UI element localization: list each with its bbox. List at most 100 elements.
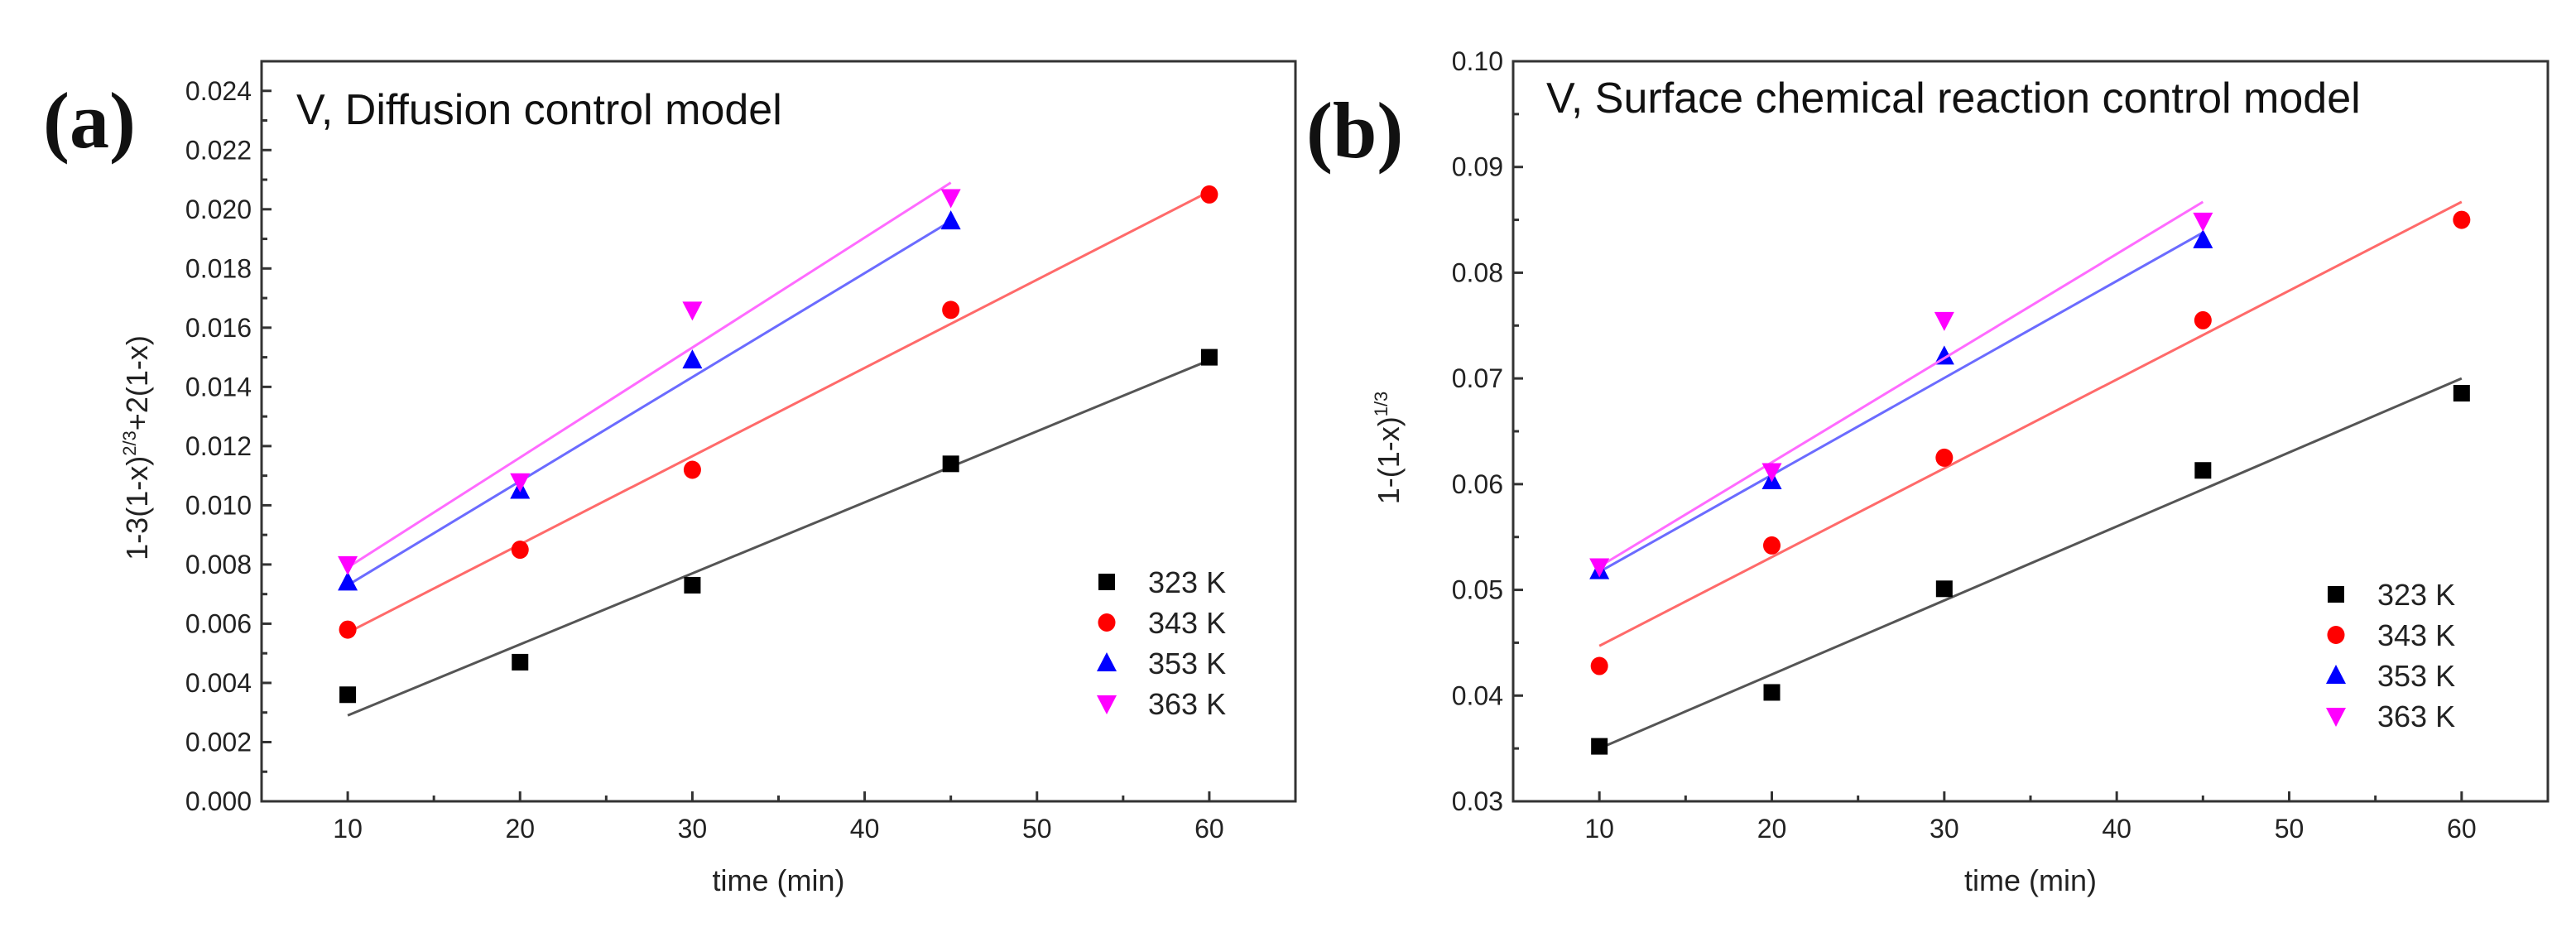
marker-triangle-down xyxy=(1589,558,1610,578)
y-axis-label-sup: 2/3 xyxy=(119,430,140,456)
y-tick-label: 0.10 xyxy=(1452,46,1503,76)
legend-marker xyxy=(2326,665,2346,684)
y-tick-label: 0.07 xyxy=(1452,363,1503,393)
x-tick-label: 60 xyxy=(1194,814,1224,844)
y-axis-label-main: 1-(1-x) xyxy=(1372,416,1406,504)
series-323k xyxy=(339,349,1218,717)
marker-circle xyxy=(2453,210,2471,229)
x-tick-label: 60 xyxy=(2447,814,2477,844)
fit-line xyxy=(347,219,952,587)
y-tick-label: 0.05 xyxy=(1452,575,1503,605)
marker-triangle-down xyxy=(940,189,961,209)
x-tick-label: 30 xyxy=(678,814,708,844)
marker-circle xyxy=(1763,536,1781,555)
y-axis-label: 1-3(1-x)2/3+2(1-x) xyxy=(119,335,154,560)
marker-square xyxy=(2194,462,2212,479)
y-tick-label: 0.09 xyxy=(1452,152,1503,182)
marker-triangle-up xyxy=(2193,228,2213,248)
fit-line xyxy=(1598,377,2463,750)
legend-label: 353 K xyxy=(2377,659,2455,693)
marker-square xyxy=(339,686,357,704)
legend-label: 343 K xyxy=(2377,618,2455,652)
legend-marker xyxy=(1098,613,1116,632)
marker-circle xyxy=(683,460,701,479)
y-tick-label: 0.008 xyxy=(185,550,252,579)
x-tick-label: 30 xyxy=(1930,814,1959,844)
chart-title: V, Surface chemical reaction control mod… xyxy=(1546,75,2361,123)
legend-label: 363 K xyxy=(2377,699,2455,733)
marker-triangle-down xyxy=(682,301,703,321)
marker-triangle-up xyxy=(940,210,961,230)
fit-line xyxy=(347,190,1210,634)
y-tick-label: 0.014 xyxy=(185,372,252,401)
marker-circle xyxy=(1935,448,1954,467)
legend-label: 323 K xyxy=(2377,578,2455,612)
marker-square xyxy=(2453,385,2470,402)
marker-square xyxy=(1591,738,1608,755)
y-tick-label: 0.018 xyxy=(185,253,252,283)
legend-label: 323 K xyxy=(1148,565,1226,599)
marker-triangle-up xyxy=(682,349,703,369)
legend-marker xyxy=(2327,626,2345,644)
marker-square xyxy=(1935,580,1953,598)
y-tick-label: 0.06 xyxy=(1452,469,1503,499)
legend-marker xyxy=(1097,652,1117,671)
series-343k xyxy=(1590,200,2471,675)
panel-label: (b) xyxy=(1306,86,1403,175)
legend-marker xyxy=(1098,574,1115,590)
series-343k xyxy=(339,185,1218,639)
fit-line xyxy=(1598,231,2204,574)
x-tick-label: 50 xyxy=(1022,814,1052,844)
y-axis-label-main: 1-3(1-x) xyxy=(120,456,154,560)
x-tick-label: 20 xyxy=(1757,814,1787,844)
marker-triangle-down xyxy=(1934,311,1954,331)
legend-marker xyxy=(2326,708,2346,727)
x-tick-label: 50 xyxy=(2275,814,2304,844)
x-tick-label: 20 xyxy=(505,814,535,844)
x-tick-label: 10 xyxy=(333,814,363,844)
y-tick-label: 0.002 xyxy=(185,727,252,757)
marker-circle xyxy=(511,541,529,560)
panel-b: 10 20 30 40 50 60 0.03 0.04 0.05 0.06 0.07 0.08 0.09… xyxy=(1306,46,2550,897)
series-363k xyxy=(1589,200,2213,578)
x-tick-label: 40 xyxy=(850,814,880,844)
marker-circle xyxy=(1200,185,1218,204)
chart-title: V, Diffusion control model xyxy=(296,86,782,134)
y-axis-label-tail: +2(1-x) xyxy=(120,335,154,430)
y-tick-label: 0.010 xyxy=(185,490,252,520)
marker-triangle-down xyxy=(1761,463,1782,483)
y-tick-label: 0.000 xyxy=(185,786,252,816)
marker-circle xyxy=(1590,656,1608,675)
x-axis-label: time (min) xyxy=(713,863,845,897)
marker-circle xyxy=(942,300,960,320)
legend-marker xyxy=(2328,586,2344,603)
y-tick-label: 0.006 xyxy=(185,608,252,638)
panel-label: (a) xyxy=(43,76,136,165)
x-tick-label: 40 xyxy=(2102,814,2131,844)
y-tick-label: 0.04 xyxy=(1452,680,1503,710)
marker-square xyxy=(684,576,701,594)
marker-triangle-down xyxy=(338,555,358,575)
fit-line xyxy=(347,358,1210,717)
legend-marker xyxy=(1097,695,1117,714)
marker-triangle-down xyxy=(510,473,531,493)
y-tick-label: 0.024 xyxy=(185,76,252,106)
x-tick-label: 10 xyxy=(1584,814,1614,844)
marker-circle xyxy=(339,620,357,639)
marker-square xyxy=(512,653,529,671)
legend-label: 343 K xyxy=(1148,606,1226,640)
y-axis-label: 1-(1-x)1/3 xyxy=(1371,392,1406,505)
marker-square xyxy=(1200,349,1218,366)
y-tick-label: 0.020 xyxy=(185,195,252,224)
y-axis-label-sup: 1/3 xyxy=(1371,392,1391,417)
x-axis-label: time (min) xyxy=(1964,863,2097,897)
series-363k xyxy=(338,181,961,575)
fit-line xyxy=(347,181,952,569)
fit-line xyxy=(1598,200,2463,647)
fit-line xyxy=(1598,200,2204,568)
y-tick-label: 0.004 xyxy=(185,668,252,698)
y-tick-label: 0.08 xyxy=(1452,257,1503,287)
marker-triangle-down xyxy=(2193,212,2213,232)
y-tick-label: 0.022 xyxy=(185,135,252,165)
